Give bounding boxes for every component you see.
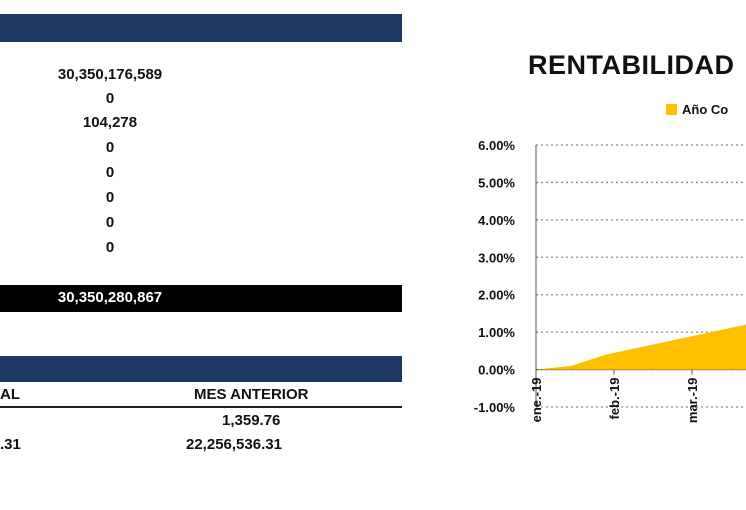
summary-value-1: 30,350,176,589 [57,66,163,83]
summary-value-7: 0 [105,214,115,231]
chart-title: RENTABILIDAD [528,50,735,80]
y-tick-label: 2.00% [478,288,515,303]
y-tick-label: 4.00% [478,213,515,228]
summary-value-8: 0 [105,239,115,256]
summary-value-3: 104,278 [82,114,138,131]
summary-value-6: 0 [105,189,115,206]
x-tick-label: ene.-19 [529,378,544,423]
table-cell: 22,256,536.31 [186,436,282,453]
y-tick-label: 5.00% [478,175,515,190]
rentabilidad-chart: 6.00% 5.00% 4.00% 3.00% 2.00% 1.00% 0.00% -1.00… [474,138,746,424]
summary-value-2: 0 [105,90,115,107]
x-tick-label: feb.-19 [607,378,622,420]
y-tick-label: 0.00% [478,363,515,378]
chart-legend: Año Co [666,102,728,117]
section-header-band [0,14,402,42]
table-cell: 1,359.76 [222,412,281,429]
column-header-current: AL [0,386,20,403]
table-header-band [0,356,402,382]
summary-value-4: 0 [105,139,115,156]
column-header-previous-month: MES ANTERIOR [194,386,309,403]
legend-label: Año Co [682,102,729,117]
y-tick-label: 6.00% [478,138,515,153]
legend-swatch [666,104,677,115]
table-cell: .31 [0,436,21,453]
summary-value-5: 0 [105,164,115,181]
y-tick-label: 3.00% [478,250,515,265]
y-tick-label: 1.00% [478,325,515,340]
y-tick-label: -1.00% [474,400,516,415]
total-value: 30,350,280,867 [57,289,163,306]
header-divider [0,406,402,408]
total-bar: 30,350,280,867 [0,285,402,312]
series-area [536,324,746,370]
x-tick-label: mar.-19 [685,378,700,424]
